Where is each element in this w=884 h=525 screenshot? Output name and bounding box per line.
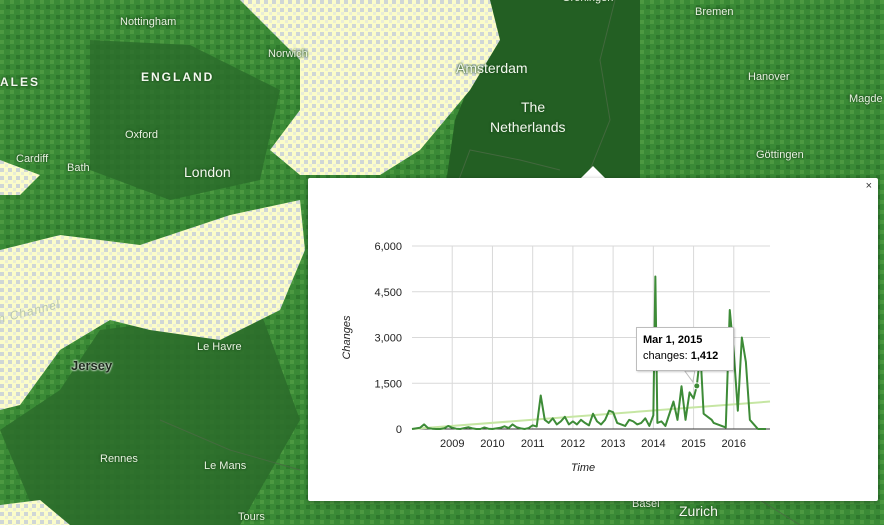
sea-west bbox=[0, 160, 40, 195]
changes-chart: 0 1,500 3,000 4,500 6,000 2009 2010 2011 2012 201… bbox=[341, 241, 771, 474]
dark-region-france bbox=[0, 310, 300, 525]
place-label-oxford: Oxford bbox=[125, 129, 159, 141]
x-tick-label: 2016 bbox=[722, 438, 746, 450]
place-label-rennes: Rennes bbox=[100, 453, 138, 465]
y-tick-label: 0 bbox=[396, 424, 402, 436]
place-label-magdeburg: Magde bbox=[849, 93, 883, 105]
place-label-tours: Tours bbox=[238, 511, 265, 523]
place-label-groningen: Groningen bbox=[562, 0, 613, 4]
x-axis-title: Time bbox=[571, 462, 595, 474]
x-tick-label: 2012 bbox=[561, 438, 585, 450]
close-icon[interactable]: × bbox=[865, 180, 872, 192]
place-label-le-havre: Le Havre bbox=[197, 341, 242, 353]
x-tick-label: 2009 bbox=[440, 438, 464, 450]
tooltip-series-label: changes: bbox=[643, 350, 688, 362]
y-tick-label: 4,500 bbox=[374, 287, 402, 299]
place-label-jersey: Jersey bbox=[71, 358, 113, 373]
y-tick-label: 3,000 bbox=[374, 333, 402, 345]
x-tick-label: 2010 bbox=[480, 438, 504, 450]
x-tick-label: 2013 bbox=[601, 438, 625, 450]
place-label-england: ENGLAND bbox=[141, 70, 215, 84]
place-label-zurich: Zurich bbox=[679, 503, 718, 519]
tooltip-point bbox=[693, 382, 701, 390]
place-label-london: London bbox=[184, 164, 231, 180]
x-tick-label: 2015 bbox=[681, 438, 705, 450]
place-label-basel: Basel bbox=[632, 498, 660, 510]
place-label-netherlands: Netherlands bbox=[490, 119, 566, 135]
series-line-changes bbox=[411, 275, 766, 430]
x-tick-label: 2014 bbox=[641, 438, 665, 450]
tooltip-value-line: changes: 1,412 bbox=[643, 350, 718, 362]
x-tick-label: 2011 bbox=[521, 438, 545, 450]
sea-southwest bbox=[0, 500, 70, 525]
place-label-norwich: Norwich bbox=[268, 48, 308, 60]
y-axis-title: Changes bbox=[341, 315, 353, 360]
place-label-bremen: Bremen bbox=[695, 6, 734, 18]
sea-north bbox=[240, 0, 500, 175]
place-label-amsterdam: Amsterdam bbox=[456, 60, 528, 76]
place-label-nottingham: Nottingham bbox=[120, 16, 177, 28]
place-label-gottingen: Göttingen bbox=[756, 149, 804, 161]
y-tick-label: 6,000 bbox=[374, 241, 402, 253]
dark-region-uk bbox=[90, 40, 280, 200]
chart-tooltip: Mar 1, 2015 changes: 1,412 bbox=[636, 327, 734, 371]
place-label-hanover: Hanover bbox=[748, 71, 790, 83]
sea-channel bbox=[0, 200, 305, 410]
place-label-bath: Bath bbox=[67, 162, 90, 174]
trend-line bbox=[411, 400, 771, 430]
tooltip-value: 1,412 bbox=[690, 350, 719, 362]
popup-arrow bbox=[581, 166, 605, 178]
info-popup: × 0 1,500 3,000 4,500 6,000 2009 2010 2011 2012 2… bbox=[308, 178, 878, 501]
place-label-the: The bbox=[521, 99, 546, 115]
y-tick-label: 1,500 bbox=[374, 378, 402, 390]
place-label-wales: ALES bbox=[0, 75, 41, 89]
place-label-cardiff: Cardiff bbox=[16, 153, 49, 165]
tooltip-date: Mar 1, 2015 bbox=[643, 334, 703, 346]
place-label-le-mans: Le Mans bbox=[204, 460, 247, 472]
tooltip-pointer bbox=[683, 370, 696, 384]
